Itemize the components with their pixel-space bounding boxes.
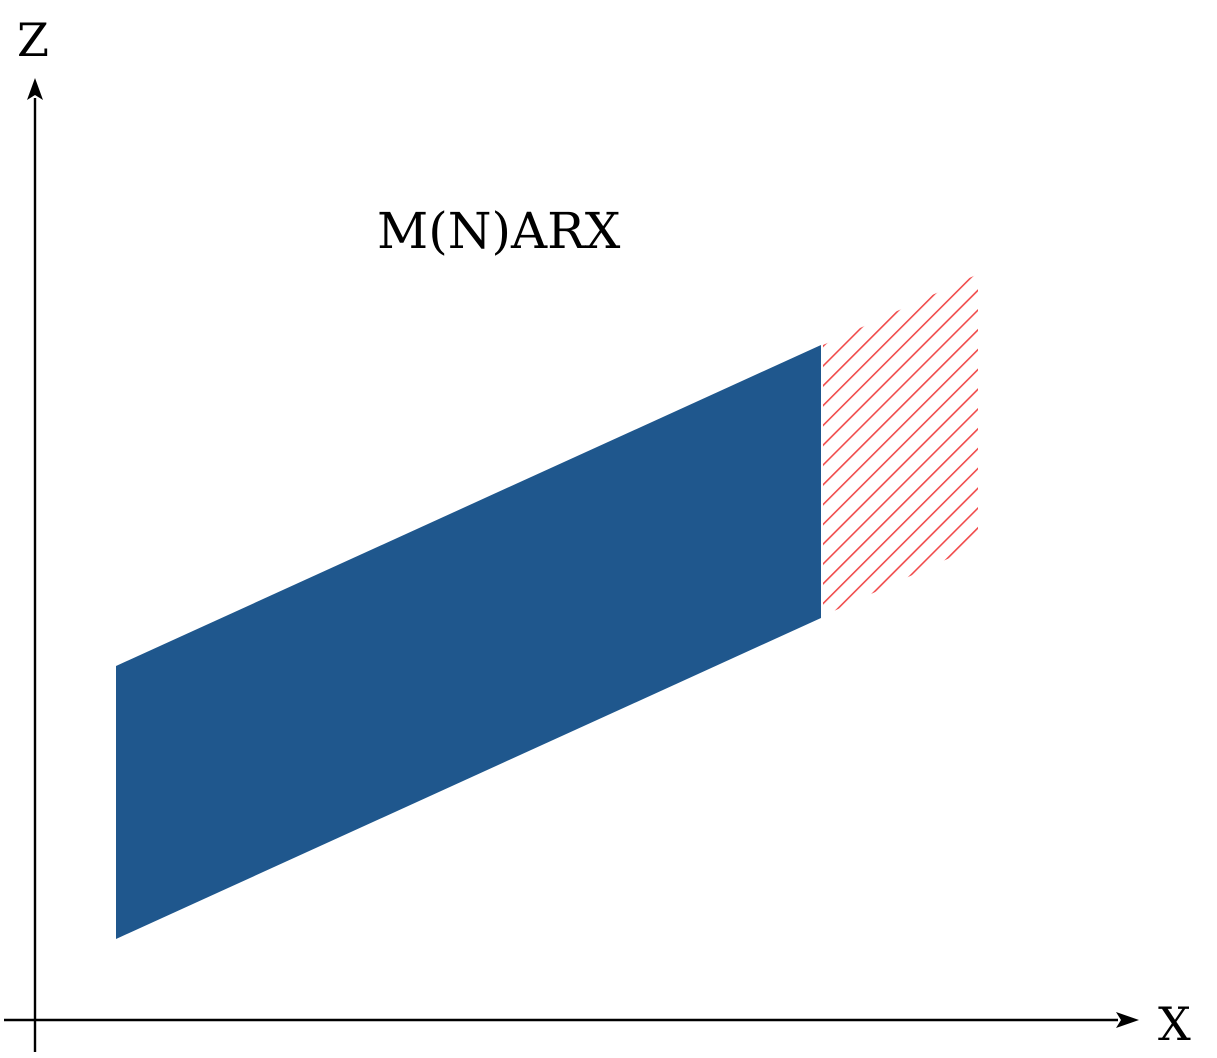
x-axis (4, 1012, 1139, 1028)
z-axis-label: Z (17, 13, 49, 67)
hatched-region (823, 274, 978, 616)
model-region (116, 345, 821, 939)
diagram-title: M(N)ARX (377, 202, 621, 260)
x-axis-label: X (1158, 997, 1191, 1051)
z-axis (27, 78, 43, 1052)
